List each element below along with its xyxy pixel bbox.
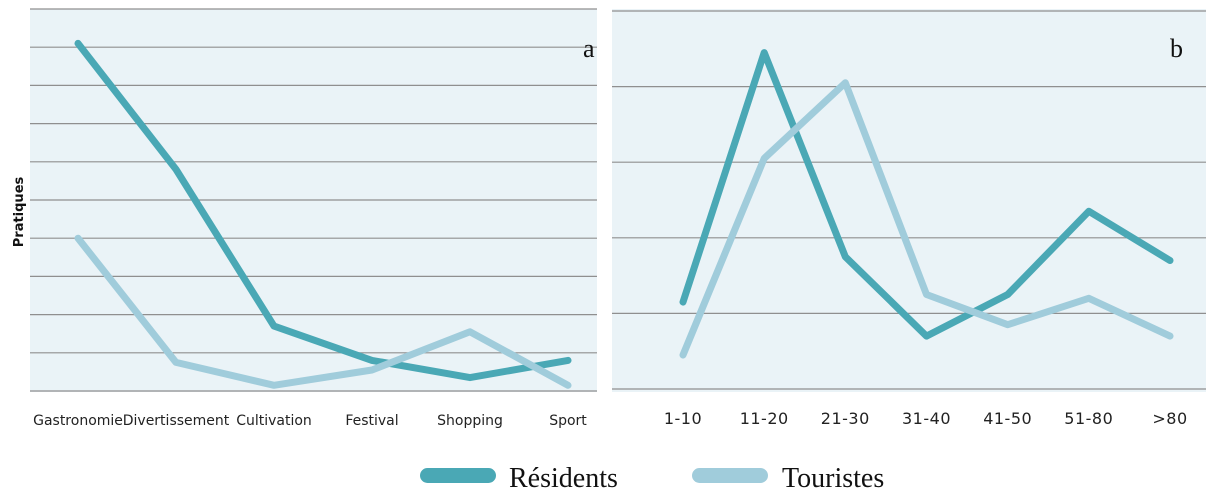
panel-a-touristes-point (371, 369, 373, 371)
panel-a-touristes-point (273, 384, 275, 386)
panel-a-touristes-point (175, 361, 177, 363)
panel-a-residents-point (371, 359, 373, 361)
panel-a-letter: a (583, 34, 595, 63)
panel-b-chart: 1-10 11-20 21-30 31-40 41-50 51-80 >80 b (612, 9, 1206, 428)
panel-b-grid (612, 10, 1206, 390)
panel-b-residents-point (844, 256, 846, 258)
panel-a-lines (74, 39, 572, 389)
panel-b-x-tick-label: >80 (1152, 409, 1187, 428)
panel-b-x-tick-label: 41-50 (983, 409, 1032, 428)
legend: Résidents Touristes (420, 463, 884, 492)
panel-a-residents-point (567, 359, 569, 361)
panel-a-residents-point (273, 325, 275, 327)
panel-a-x-tick-label: Shopping (437, 413, 503, 429)
panel-b-touristes-point (926, 294, 927, 295)
legend-swatch-residents (420, 468, 496, 483)
legend-swatch-touristes (692, 468, 768, 483)
panel-b-touristes-point (682, 354, 684, 356)
panel-a-x-tick-label: Divertissement (123, 413, 230, 429)
panel-a-chart: Gastronomie Divertissement Cultivation Fest… (12, 8, 597, 429)
panel-b-x-tick-label: 1-10 (664, 409, 702, 428)
panel-b-residents-point (1169, 260, 1171, 261)
panel-b-touristes-point (1007, 324, 1009, 326)
panel-a-x-ticks: Gastronomie Divertissement Cultivation Fest… (33, 413, 587, 429)
panel-a-x-tick-label: Gastronomie (33, 413, 123, 429)
panel-a-touristes-point (77, 237, 79, 239)
panel-b-lines (679, 49, 1174, 359)
panel-a-series-residents-line (74, 39, 572, 382)
panel-b-touristes-point (844, 82, 846, 84)
panel-a-touristes-point (567, 384, 569, 386)
panel-b-letter: b (1170, 34, 1183, 63)
panel-a-residents-point (77, 42, 79, 44)
panel-b-residents-point (763, 52, 765, 54)
legend-label-residents: Résidents (509, 463, 618, 492)
panel-b-residents-point (682, 301, 684, 303)
panel-b-x-tick-label: 31-40 (902, 409, 951, 428)
panel-b-x-ticks: 1-10 11-20 21-30 31-40 41-50 51-80 >80 (664, 409, 1187, 428)
panel-a-x-tick-label: Cultivation (236, 413, 312, 429)
panel-a-grid (30, 8, 597, 392)
panel-a-y-axis-label: Pratiques (12, 176, 27, 247)
panel-a-touristes-point (469, 331, 471, 333)
panel-a-residents-point (175, 168, 177, 170)
panel-a-x-tick-label: Sport (549, 413, 587, 429)
panel-b-x-tick-label: 11-20 (740, 409, 789, 428)
panel-b-residents-point (926, 335, 927, 337)
panel-a-series-touristes-line (74, 234, 572, 389)
panel-a-residents-point (469, 377, 471, 379)
panel-a-x-tick-label: Festival (345, 413, 398, 429)
panel-b-touristes-point (763, 157, 765, 159)
panel-b-residents-point (1088, 210, 1090, 212)
panel-b-x-tick-label: 51-80 (1064, 409, 1113, 428)
panel-b-touristes-point (1088, 297, 1090, 299)
panel-b-touristes-point (1169, 335, 1171, 337)
panel-b-residents-point (1007, 294, 1009, 295)
panel-b-x-tick-label: 21-30 (821, 409, 870, 428)
panel-b-background (612, 9, 1206, 392)
legend-label-touristes: Touristes (782, 463, 884, 492)
